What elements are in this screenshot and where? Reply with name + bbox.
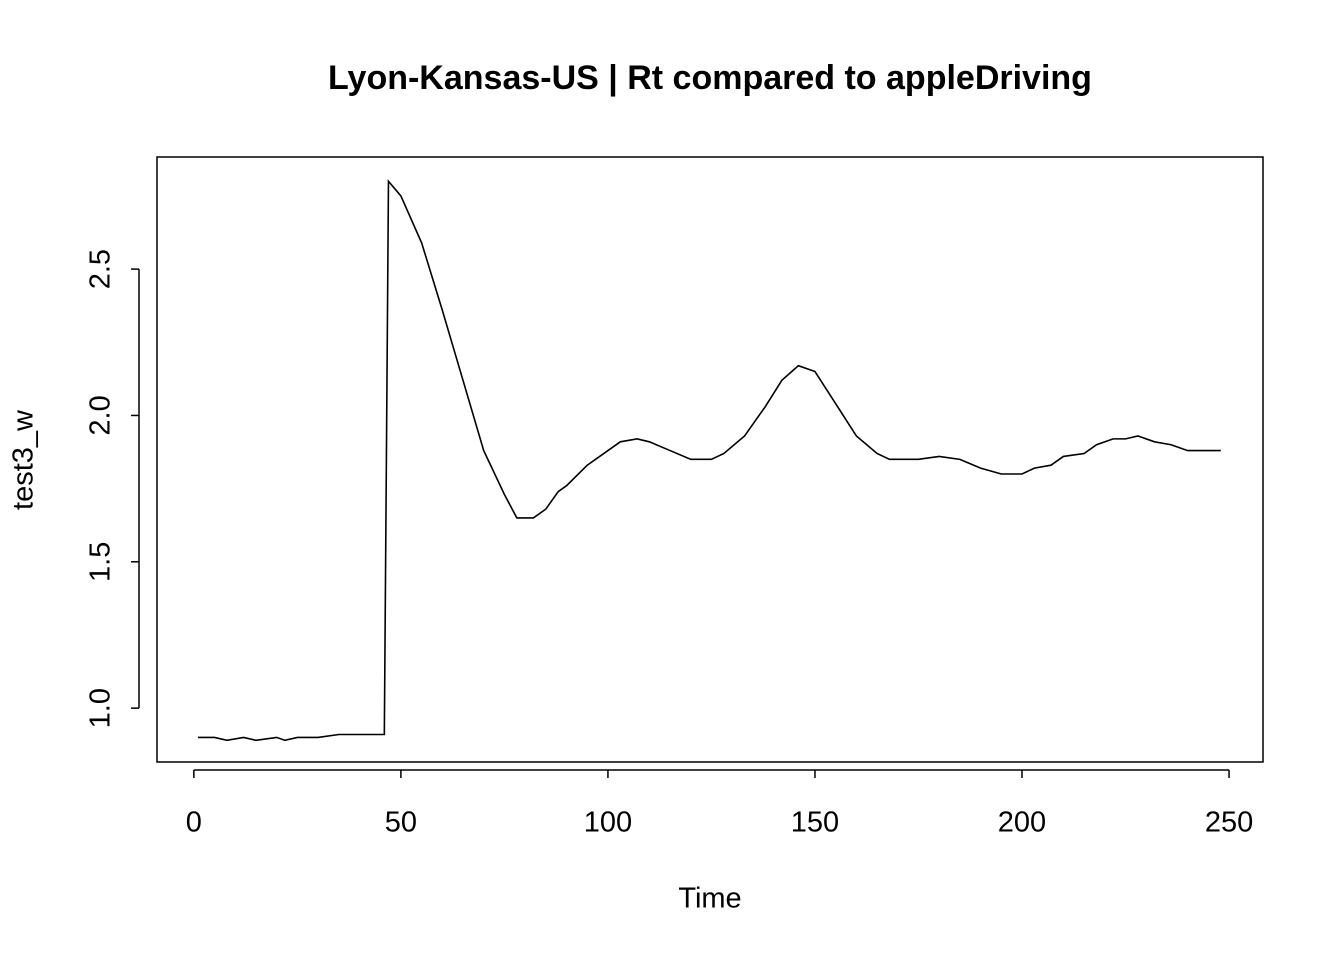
x-tick-label: 100 (584, 807, 632, 839)
y-tick-label: 2.5 (85, 249, 117, 289)
x-tick-label: 150 (791, 807, 839, 839)
x-axis-label: Time (678, 883, 741, 915)
plot-box (156, 156, 1264, 763)
x-tick-label: 0 (186, 807, 202, 839)
data-line (197, 179, 1221, 742)
chart-title: Lyon-Kansas-US | Rt compared to appleDri… (328, 59, 1092, 97)
x-tick-label: 200 (998, 807, 1046, 839)
y-tick-label: 1.5 (85, 542, 117, 582)
x-tick-label: 50 (385, 807, 417, 839)
y-tick-label: 2.0 (85, 395, 117, 435)
y-axis-label: test3_w (8, 409, 40, 510)
y-tick-label: 1.0 (85, 688, 117, 728)
x-tick-label: 250 (1205, 807, 1253, 839)
